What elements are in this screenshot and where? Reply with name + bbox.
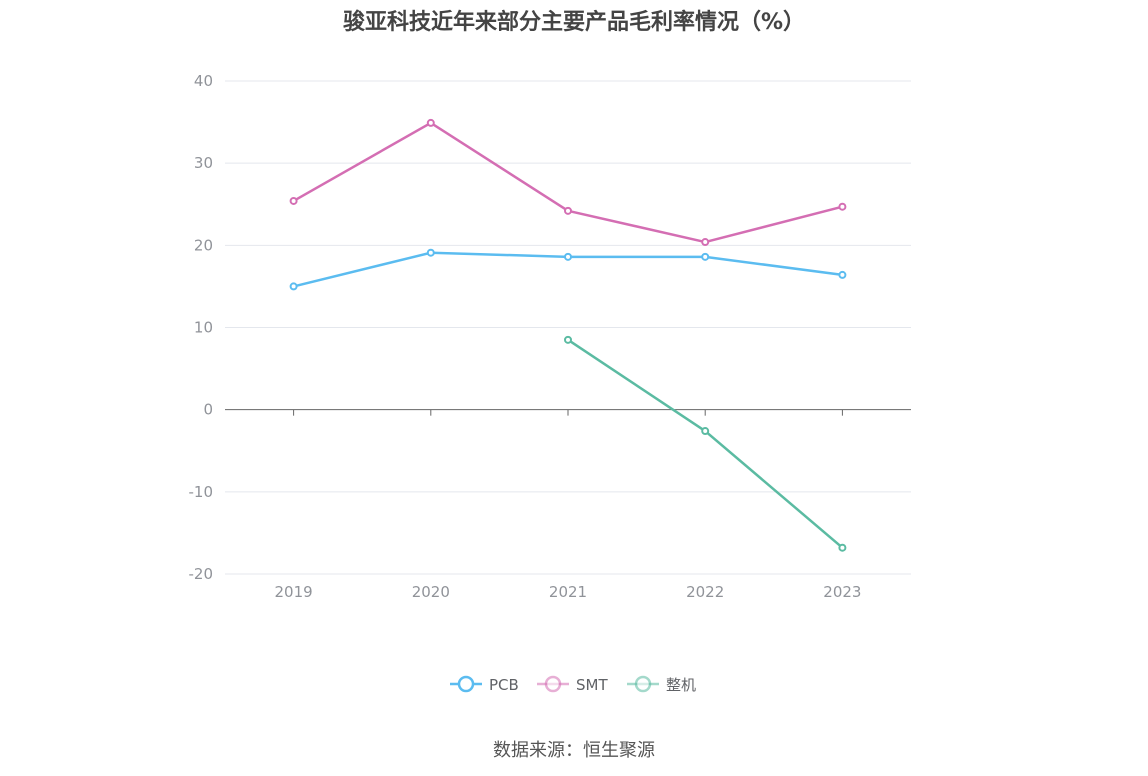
data-point xyxy=(289,196,298,205)
x-tick-label: 2019 xyxy=(275,583,313,601)
x-tick-label: 2023 xyxy=(823,583,861,601)
data-point xyxy=(838,202,847,211)
data-point xyxy=(564,206,572,215)
x-tick-label: 2020 xyxy=(412,583,450,601)
y-tick-label: 0 xyxy=(203,401,213,419)
legend-marker-icon xyxy=(457,675,475,693)
data-point xyxy=(701,238,710,247)
data-point xyxy=(701,427,710,436)
x-tick-label: 2022 xyxy=(686,583,724,601)
data-point xyxy=(426,118,435,127)
y-axis-ticks: 40 30 20 10 0 -10 -20 xyxy=(189,72,214,583)
y-tick-label: 30 xyxy=(194,154,213,172)
x-tick-label: 2021 xyxy=(549,583,587,601)
legend[interactable]: PCB SMT 整机 xyxy=(450,675,696,694)
y-tick-label: 40 xyxy=(194,72,213,90)
legend-marker-icon xyxy=(634,675,652,693)
legend-label: PCB xyxy=(489,676,519,694)
data-point xyxy=(564,252,572,261)
data-point xyxy=(701,252,710,261)
legend-item[interactable]: PCB xyxy=(450,675,519,694)
data-point xyxy=(289,282,298,291)
y-tick-label: -20 xyxy=(189,565,214,583)
legend-item[interactable]: SMT xyxy=(537,675,608,694)
series-line xyxy=(567,338,844,549)
legend-label: 整机 xyxy=(666,676,696,694)
legend-marker-icon xyxy=(544,675,562,693)
chart-title: 骏亚科技近年来部分主要产品毛利率情况（%） xyxy=(342,10,806,35)
y-tick-label: 20 xyxy=(194,236,213,254)
legend-label: SMT xyxy=(576,676,608,694)
data-point xyxy=(838,543,847,552)
y-tick-label: 10 xyxy=(194,319,213,337)
data-source: 数据来源：恒生聚源 xyxy=(493,740,655,761)
series-line xyxy=(292,121,843,244)
data-point xyxy=(838,270,847,279)
grid-lines xyxy=(225,80,911,575)
data-point xyxy=(564,335,572,344)
legend-item[interactable]: 整机 xyxy=(627,675,696,694)
y-tick-label: -10 xyxy=(189,483,214,501)
data-point xyxy=(426,248,435,257)
series-layer xyxy=(289,118,847,552)
x-axis: 2019 2020 2021 2022 2023 xyxy=(225,409,911,601)
